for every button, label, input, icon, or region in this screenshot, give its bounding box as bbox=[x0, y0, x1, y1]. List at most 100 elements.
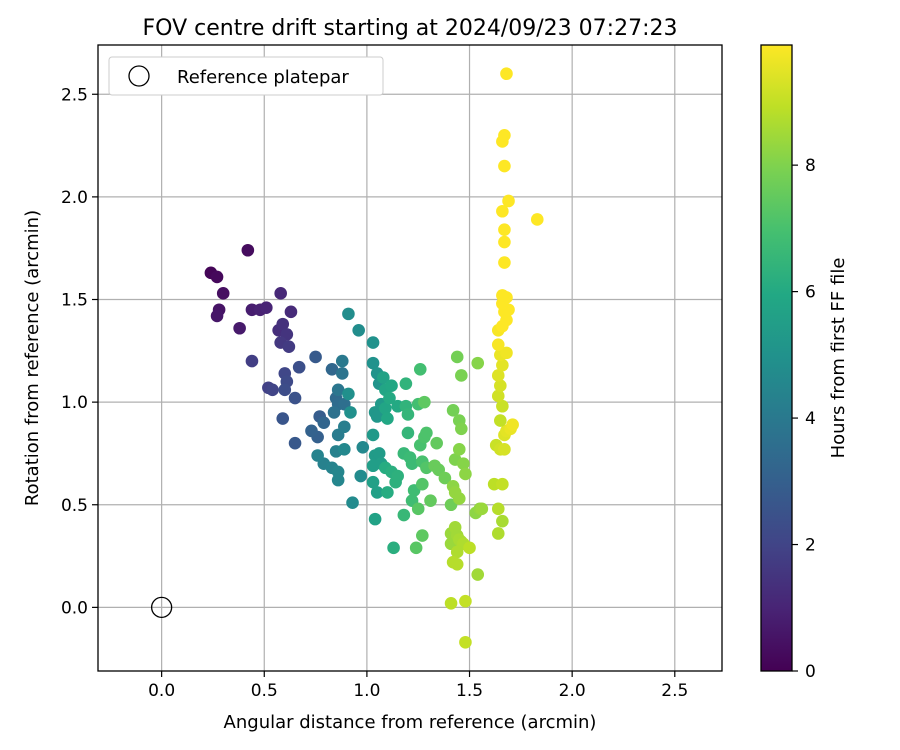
scatter-point bbox=[498, 223, 511, 237]
chart-title: FOV centre drift starting at 2024/09/23 … bbox=[143, 16, 678, 41]
x-tick-label: 0.0 bbox=[148, 681, 175, 701]
scatter-point bbox=[397, 508, 411, 522]
scatter-point bbox=[463, 541, 476, 555]
scatter-point bbox=[471, 356, 485, 370]
scatter-point bbox=[498, 235, 511, 249]
scatter-point bbox=[491, 338, 505, 351]
scatter-point bbox=[491, 369, 505, 382]
scatter-point bbox=[366, 336, 380, 349]
scatter-point bbox=[452, 443, 466, 456]
scatter-point bbox=[459, 635, 472, 649]
colorbar-tick-label: 0 bbox=[805, 662, 816, 682]
scatter-point bbox=[366, 475, 380, 489]
scatter-point bbox=[274, 287, 287, 300]
scatter-point bbox=[311, 449, 324, 462]
scatter-point bbox=[325, 362, 339, 376]
scatter-point bbox=[491, 527, 505, 540]
scatter-point bbox=[494, 414, 507, 427]
scatter-point bbox=[241, 243, 255, 257]
scatter-point bbox=[379, 401, 392, 415]
scatter-point bbox=[401, 426, 415, 440]
scatter-point bbox=[381, 412, 394, 425]
scatter-point bbox=[335, 367, 349, 380]
colorbar-tick-label: 2 bbox=[805, 536, 816, 556]
y-tick-label: 0.0 bbox=[61, 598, 88, 618]
scatter-point bbox=[411, 502, 425, 516]
scatter-point bbox=[387, 541, 400, 555]
y-tick-label: 1.0 bbox=[61, 393, 88, 413]
scatter-point bbox=[438, 471, 452, 485]
scatter-point bbox=[288, 391, 302, 405]
scatter-point bbox=[282, 340, 296, 354]
plot-frame bbox=[97, 44, 723, 672]
scatter-point bbox=[471, 568, 485, 581]
scatter-point bbox=[335, 354, 349, 368]
scatter-point bbox=[368, 512, 382, 526]
scatter-point bbox=[352, 323, 365, 337]
scatter-point bbox=[288, 436, 302, 450]
scatter-point bbox=[475, 502, 489, 516]
scatter-point bbox=[498, 159, 511, 173]
scatter-point bbox=[498, 443, 511, 456]
legend: Reference platepar bbox=[108, 56, 384, 96]
scatter-point bbox=[530, 213, 544, 226]
scatter-point bbox=[342, 307, 355, 321]
colorbar bbox=[760, 44, 793, 672]
scatter-point bbox=[338, 420, 351, 434]
scatter-point bbox=[416, 529, 429, 542]
scatter-point bbox=[455, 369, 468, 382]
scatter-point bbox=[366, 428, 380, 442]
scatter-point bbox=[309, 350, 322, 364]
x-tick-label: 0.5 bbox=[251, 681, 278, 701]
scatter-point bbox=[496, 477, 509, 491]
scatter-point bbox=[496, 289, 509, 302]
scatter-point bbox=[496, 204, 509, 218]
scatter-point bbox=[366, 356, 380, 370]
y-axis-label: Rotation from reference (arcmin) bbox=[22, 210, 43, 506]
scatter-point bbox=[496, 514, 509, 528]
legend-box bbox=[108, 56, 384, 96]
scatter-point bbox=[498, 256, 511, 269]
scatter-point bbox=[496, 358, 509, 372]
plot-area bbox=[98, 45, 722, 671]
scatter-point bbox=[491, 502, 505, 516]
y-tick-label: 2.0 bbox=[61, 188, 88, 208]
scatter-point bbox=[342, 387, 355, 401]
legend-marker-reference bbox=[128, 65, 150, 87]
scatter-point bbox=[450, 557, 464, 571]
scatter-point bbox=[346, 496, 359, 509]
scatter-point bbox=[292, 360, 306, 374]
colorbar-ticks: 0 2 4 6 8 bbox=[792, 156, 816, 682]
scatter-point bbox=[502, 194, 515, 208]
data-points bbox=[150, 67, 544, 649]
y-tick-label: 2.5 bbox=[61, 85, 88, 105]
colorbar-tick-label: 8 bbox=[805, 156, 816, 176]
scatter-point bbox=[284, 305, 298, 319]
scatter-point bbox=[370, 410, 384, 423]
scatter-point bbox=[216, 287, 230, 300]
x-tick-label: 1.5 bbox=[456, 681, 483, 701]
scatter-point bbox=[430, 436, 443, 450]
y-axis-ticks: 0.0 0.5 1.0 1.5 2.0 2.5 bbox=[61, 85, 98, 618]
scatter-point bbox=[305, 424, 318, 438]
x-axis-ticks: 0.0 0.5 1.0 1.5 2.0 2.5 bbox=[148, 671, 688, 701]
scatter-point bbox=[444, 596, 458, 610]
scatter-point bbox=[418, 395, 431, 409]
scatter-point bbox=[210, 270, 224, 284]
scatter-point bbox=[409, 541, 423, 555]
scatter-point bbox=[354, 469, 368, 483]
scatter-point bbox=[491, 389, 505, 403]
scatter-point bbox=[266, 383, 279, 397]
scatter-point bbox=[338, 443, 351, 456]
scatter-point bbox=[210, 309, 224, 323]
scatter-point bbox=[370, 486, 384, 499]
scatter-point bbox=[500, 346, 513, 360]
x-tick-label: 2.5 bbox=[661, 681, 688, 701]
scatter-point bbox=[457, 457, 470, 471]
scatter-point bbox=[506, 418, 519, 432]
x-axis-label: Angular distance from reference (arcmin) bbox=[224, 712, 597, 733]
scatter-point bbox=[455, 422, 468, 436]
colorbar-tick-label: 4 bbox=[805, 409, 816, 429]
x-tick-label: 2.0 bbox=[559, 681, 586, 701]
